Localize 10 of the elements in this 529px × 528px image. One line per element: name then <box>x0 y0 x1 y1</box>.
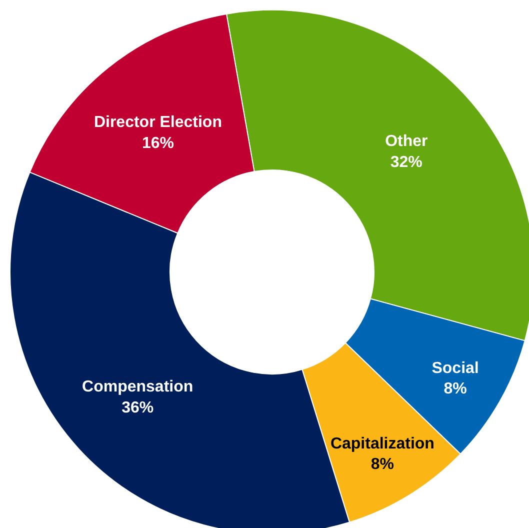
slice-label: Capitalization <box>330 435 434 452</box>
slice-label: Other <box>385 133 428 150</box>
data-label: 8% <box>370 456 394 474</box>
data-label: 8% <box>444 380 467 398</box>
data-label: 16% <box>142 134 174 152</box>
data-label: 32% <box>390 154 422 171</box>
data-label: 36% <box>122 399 154 416</box>
slice-label: Social <box>432 360 479 377</box>
slice-label: Compensation <box>82 378 194 396</box>
slice-label: Director Election <box>94 114 222 131</box>
